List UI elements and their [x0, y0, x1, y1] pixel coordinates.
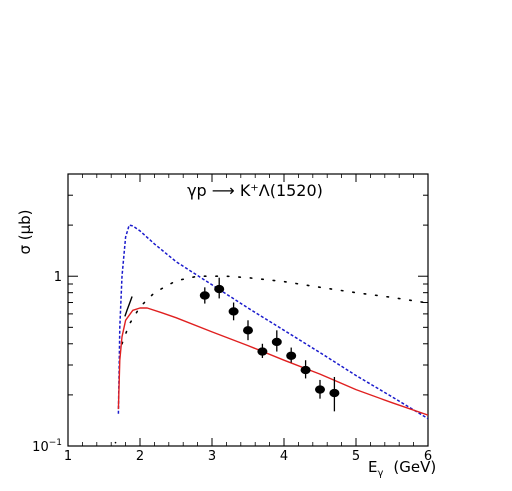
series-curve-5 — [114, 441, 119, 445]
labels-layer: γp ⟶ K⁺Λ(1520) σ (μb) Eγ (GeV) — [16, 181, 436, 479]
y-tick-label: 10−1 — [32, 438, 62, 455]
series-layer — [114, 224, 428, 445]
x-tick-label: 1 — [64, 449, 72, 464]
data-point — [315, 385, 325, 394]
data-point — [228, 307, 239, 316]
data-points-layer — [199, 277, 340, 412]
x-tick-label: 4 — [280, 449, 288, 464]
data-point — [257, 347, 268, 356]
x-tick-label: 5 — [352, 449, 360, 464]
chart-title: γp ⟶ K⁺Λ(1520) — [187, 181, 323, 200]
x-axis-label-sub: γ — [377, 468, 383, 479]
y-tick-label-base: 10 — [32, 440, 49, 455]
x-axis-label-unit: (GeV) — [393, 458, 436, 476]
series-curve-3 — [117, 307, 428, 416]
y-tick-label: 1 — [54, 270, 62, 285]
plot-frame — [67, 173, 429, 447]
x-axis-label: Eγ (GeV) — [368, 458, 436, 479]
data-point — [286, 351, 297, 360]
data-point — [243, 326, 253, 335]
x-tick-label: 6 — [424, 449, 432, 464]
x-axis-label-main: E — [368, 458, 377, 476]
series-curve-1 — [117, 224, 428, 420]
y-tick-label-exponent: −1 — [49, 438, 62, 448]
y-axis-label: σ (μb) — [16, 209, 34, 254]
data-point — [329, 388, 340, 398]
data-point — [214, 284, 225, 294]
series-curve-4 — [124, 296, 133, 317]
x-tick-label: 3 — [208, 449, 216, 464]
data-point — [199, 291, 210, 300]
x-tick-label: 2 — [136, 449, 144, 464]
series-curve-2 — [121, 275, 426, 345]
data-point — [300, 365, 311, 375]
data-point — [271, 337, 282, 347]
